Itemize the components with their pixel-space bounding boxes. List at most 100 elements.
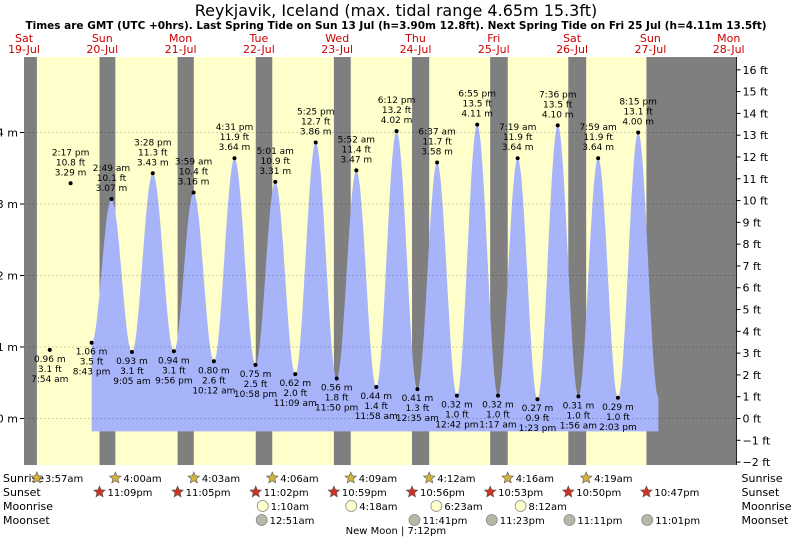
moonrise-icon bbox=[345, 500, 358, 512]
tide-label: 3.58 m bbox=[421, 148, 453, 158]
y-tick-label-left: 4 m bbox=[0, 127, 18, 140]
tide-label: 2.0 ft bbox=[283, 389, 307, 399]
day-header-date: 23-Jul bbox=[321, 43, 353, 56]
tide-point bbox=[47, 347, 52, 352]
sunrise-icon bbox=[30, 471, 44, 484]
sunrise-icon bbox=[187, 471, 201, 484]
tide-label: 3.29 m bbox=[55, 168, 87, 178]
sunset-time: 10:47pm bbox=[654, 488, 699, 499]
tide-label: 12:42 pm bbox=[435, 421, 478, 431]
tide-point bbox=[374, 385, 379, 390]
tide-point bbox=[515, 156, 520, 161]
moonrise-time: 6:23am bbox=[444, 502, 482, 513]
tide-label: 5:01 am bbox=[257, 147, 294, 157]
tide-label: 11.4 ft bbox=[342, 145, 372, 155]
sunrise-time: 4:00am bbox=[123, 474, 161, 485]
day-header-date: 24-Jul bbox=[400, 43, 432, 56]
moonset-icon bbox=[563, 514, 576, 526]
tide-label: 8:15 pm bbox=[619, 98, 657, 108]
tide-point bbox=[232, 156, 237, 161]
sunset-icon bbox=[327, 485, 341, 498]
tide-point bbox=[68, 181, 73, 186]
tide-label: 3.1 ft bbox=[162, 366, 186, 376]
moonset-time: 11:23pm bbox=[500, 516, 545, 527]
sunrise-icon bbox=[344, 471, 358, 484]
sunset-icon bbox=[639, 485, 653, 498]
day-header-dow: Thu bbox=[404, 32, 426, 45]
sunrise-icon bbox=[579, 471, 593, 484]
tide-label: 3.86 m bbox=[300, 128, 332, 138]
tide-label: 3.64 m bbox=[219, 143, 251, 153]
tide-point bbox=[171, 349, 176, 354]
tide-label: 3.1 ft bbox=[120, 367, 144, 377]
daylight-band bbox=[36, 57, 100, 465]
tide-label: 7:59 am bbox=[579, 123, 616, 133]
y-tick-label-right: 0 ft bbox=[743, 413, 762, 426]
y-tick-label-left: 0 m bbox=[0, 413, 18, 426]
tide-point bbox=[109, 196, 114, 201]
tide-point bbox=[435, 160, 440, 165]
y-tick-label-right: 9 ft bbox=[743, 216, 762, 229]
sun-moon-row-label-right: Sunrise bbox=[742, 472, 783, 485]
tide-label: 7:54 am bbox=[31, 375, 68, 385]
tide-label: 3.43 m bbox=[137, 158, 169, 168]
moonset-icon bbox=[408, 514, 421, 526]
tide-label: 12.7 ft bbox=[301, 118, 331, 128]
day-header-date: 19-Jul bbox=[8, 43, 40, 56]
tide-point bbox=[211, 359, 216, 364]
moonset-time: 11:11pm bbox=[577, 516, 622, 527]
sunset-time: 10:53pm bbox=[498, 488, 543, 499]
tide-label: 10:58 pm bbox=[234, 390, 277, 400]
y-tick-label-right: 4 ft bbox=[743, 325, 762, 338]
tide-label: 1.0 ft bbox=[606, 413, 630, 423]
tide-point bbox=[89, 340, 94, 345]
tide-label: 0.56 m bbox=[321, 383, 353, 393]
sunset-time: 11:05pm bbox=[186, 488, 231, 499]
day-header-dow: Sat bbox=[15, 32, 34, 45]
tide-label: 11:58 am bbox=[355, 412, 398, 422]
tide-label: 0.94 m bbox=[158, 356, 190, 366]
tide-label: 11.3 ft bbox=[138, 148, 168, 158]
y-tick-label-right: 15 ft bbox=[743, 86, 769, 99]
y-tick-label-right: 6 ft bbox=[743, 282, 762, 295]
tide-label: 0.31 m bbox=[563, 401, 595, 411]
tide-label: 8:43 pm bbox=[73, 368, 111, 378]
tide-point bbox=[394, 129, 399, 134]
tide-label: 3.47 m bbox=[341, 155, 373, 165]
tide-point bbox=[475, 122, 480, 127]
chart-title: Reykjavik, Iceland (max. tidal range 4.6… bbox=[195, 1, 597, 20]
sunset-icon bbox=[561, 485, 575, 498]
tide-label: 11.9 ft bbox=[503, 133, 533, 143]
tide-label: 0.62 m bbox=[279, 379, 311, 389]
tide-point bbox=[293, 372, 298, 377]
sun-moon-row-label-right: Moonrise bbox=[742, 500, 792, 513]
tide-label: 0.80 m bbox=[198, 366, 230, 376]
tide-label: 13.1 ft bbox=[623, 108, 653, 118]
moonset-time: 11:01pm bbox=[655, 516, 700, 527]
y-tick-label-right: 12 ft bbox=[743, 151, 769, 164]
tide-label: 7:19 am bbox=[499, 123, 536, 133]
day-header-date: 20-Jul bbox=[86, 43, 118, 56]
tide-point bbox=[313, 140, 318, 145]
tide-label: 3:28 pm bbox=[134, 138, 172, 148]
tide-point bbox=[273, 179, 278, 184]
tide-point bbox=[354, 168, 359, 173]
tide-label: 9:56 pm bbox=[155, 376, 193, 386]
tide-point bbox=[129, 350, 134, 355]
sunset-icon bbox=[483, 485, 497, 498]
sun-moon-row-label-right: Sunset bbox=[742, 486, 780, 499]
tide-label: 5:52 am bbox=[338, 135, 375, 145]
day-header-dow: Mon bbox=[717, 32, 740, 45]
tide-label: 2:03 pm bbox=[599, 423, 637, 433]
sunrise-icon bbox=[501, 471, 515, 484]
sunrise-icon bbox=[422, 471, 436, 484]
tide-label: 0.75 m bbox=[240, 370, 272, 380]
day-header-date: 22-Jul bbox=[243, 43, 275, 56]
tide-label: 1.4 ft bbox=[364, 402, 388, 412]
tide-label: 1.0 ft bbox=[486, 411, 510, 421]
sunrise-icon bbox=[265, 471, 279, 484]
tide-label: 1.0 ft bbox=[445, 411, 469, 421]
moonset-time: 11:41pm bbox=[422, 516, 467, 527]
day-header-dow: Sun bbox=[92, 32, 113, 45]
